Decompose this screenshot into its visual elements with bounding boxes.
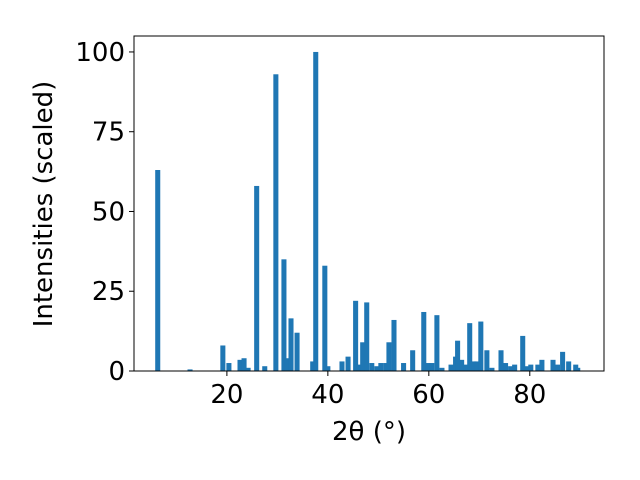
x-axis-label: 2θ (°): [332, 417, 406, 447]
bar: [410, 350, 416, 371]
x-tick-label: 40: [311, 380, 344, 410]
y-tick-label: 25: [92, 277, 125, 307]
bar: [187, 369, 193, 371]
bar: [439, 367, 445, 371]
bar: [401, 363, 407, 371]
x-tick-label: 60: [412, 380, 445, 410]
bar: [325, 366, 331, 371]
bar: [512, 364, 518, 371]
bar: [273, 74, 279, 372]
x-tick-label: 80: [513, 380, 546, 410]
bar: [369, 363, 375, 371]
bar: [524, 366, 530, 371]
bar: [535, 364, 541, 371]
bar: [360, 342, 366, 371]
bar: [555, 364, 561, 371]
bar: [434, 315, 440, 371]
y-axis-label: Intensities (scaled): [29, 81, 59, 328]
bar: [245, 367, 251, 371]
bar: [575, 367, 581, 371]
bar: [528, 364, 534, 371]
bar: [220, 345, 226, 371]
bar: [478, 321, 484, 371]
bar: [226, 363, 232, 371]
y-tick-label: 100: [75, 38, 125, 68]
bar: [374, 366, 380, 371]
y-tick-label: 50: [92, 197, 125, 227]
bar: [345, 356, 351, 371]
bar: [378, 363, 384, 371]
bar: [353, 300, 359, 371]
bar: [429, 363, 435, 371]
x-tick-label: 20: [210, 380, 243, 410]
bar: [254, 185, 260, 371]
bar: [262, 366, 268, 371]
bar: [391, 319, 397, 371]
bar: [294, 332, 300, 371]
bar: [313, 51, 319, 371]
bar: [467, 323, 473, 371]
bar: [474, 361, 480, 371]
bar: [463, 364, 469, 371]
bar: [237, 359, 243, 371]
bar: [520, 335, 526, 371]
bar: [489, 367, 495, 371]
bar: [322, 265, 328, 371]
bar: [281, 259, 287, 371]
bar: [508, 366, 514, 371]
bar: [455, 340, 461, 371]
bar: [356, 364, 362, 371]
bar: [503, 363, 509, 371]
bars: [155, 51, 581, 372]
y-tick-label: 0: [108, 357, 125, 387]
bar: [241, 358, 247, 371]
bar: [383, 363, 389, 371]
bar: [386, 342, 392, 371]
bar: [471, 361, 477, 371]
bar: [339, 361, 345, 371]
bar: [284, 358, 290, 371]
bar: [459, 359, 465, 371]
bar: [155, 170, 161, 371]
bar: [364, 302, 370, 371]
bar: [448, 364, 454, 371]
bar: [498, 350, 504, 371]
bar: [539, 359, 545, 371]
axes-frame: [133, 35, 605, 372]
bar: [310, 361, 316, 371]
bar: [566, 361, 572, 371]
bar: [550, 359, 556, 371]
bar: [425, 363, 431, 371]
bar: [421, 311, 427, 371]
y-tick-label: 75: [92, 118, 125, 148]
bar: [560, 351, 566, 371]
bar: [288, 318, 294, 371]
bar: [484, 350, 490, 371]
